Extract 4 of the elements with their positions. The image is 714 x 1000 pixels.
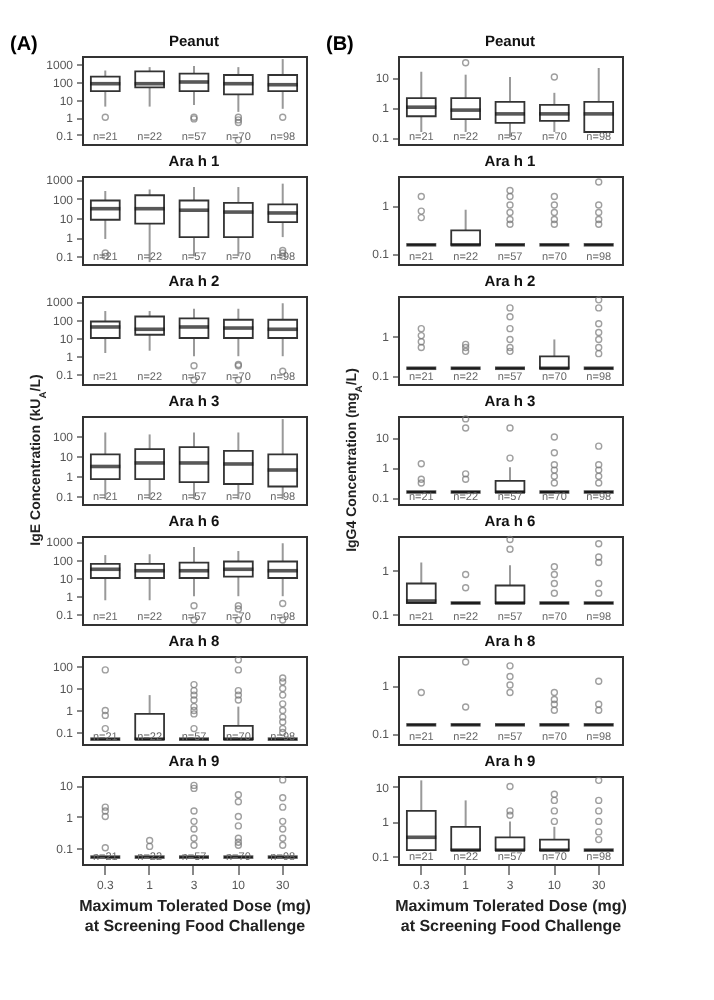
text: (A) xyxy=(10,34,38,56)
x-axis-title: Maximum Tolerated Dose (mg) at Screening Food Challenge xyxy=(79,897,312,935)
x-axis-title: Maximum Tolerated Dose (mg) at Screening Food Challenge xyxy=(395,897,628,935)
text: (B) xyxy=(326,34,354,56)
